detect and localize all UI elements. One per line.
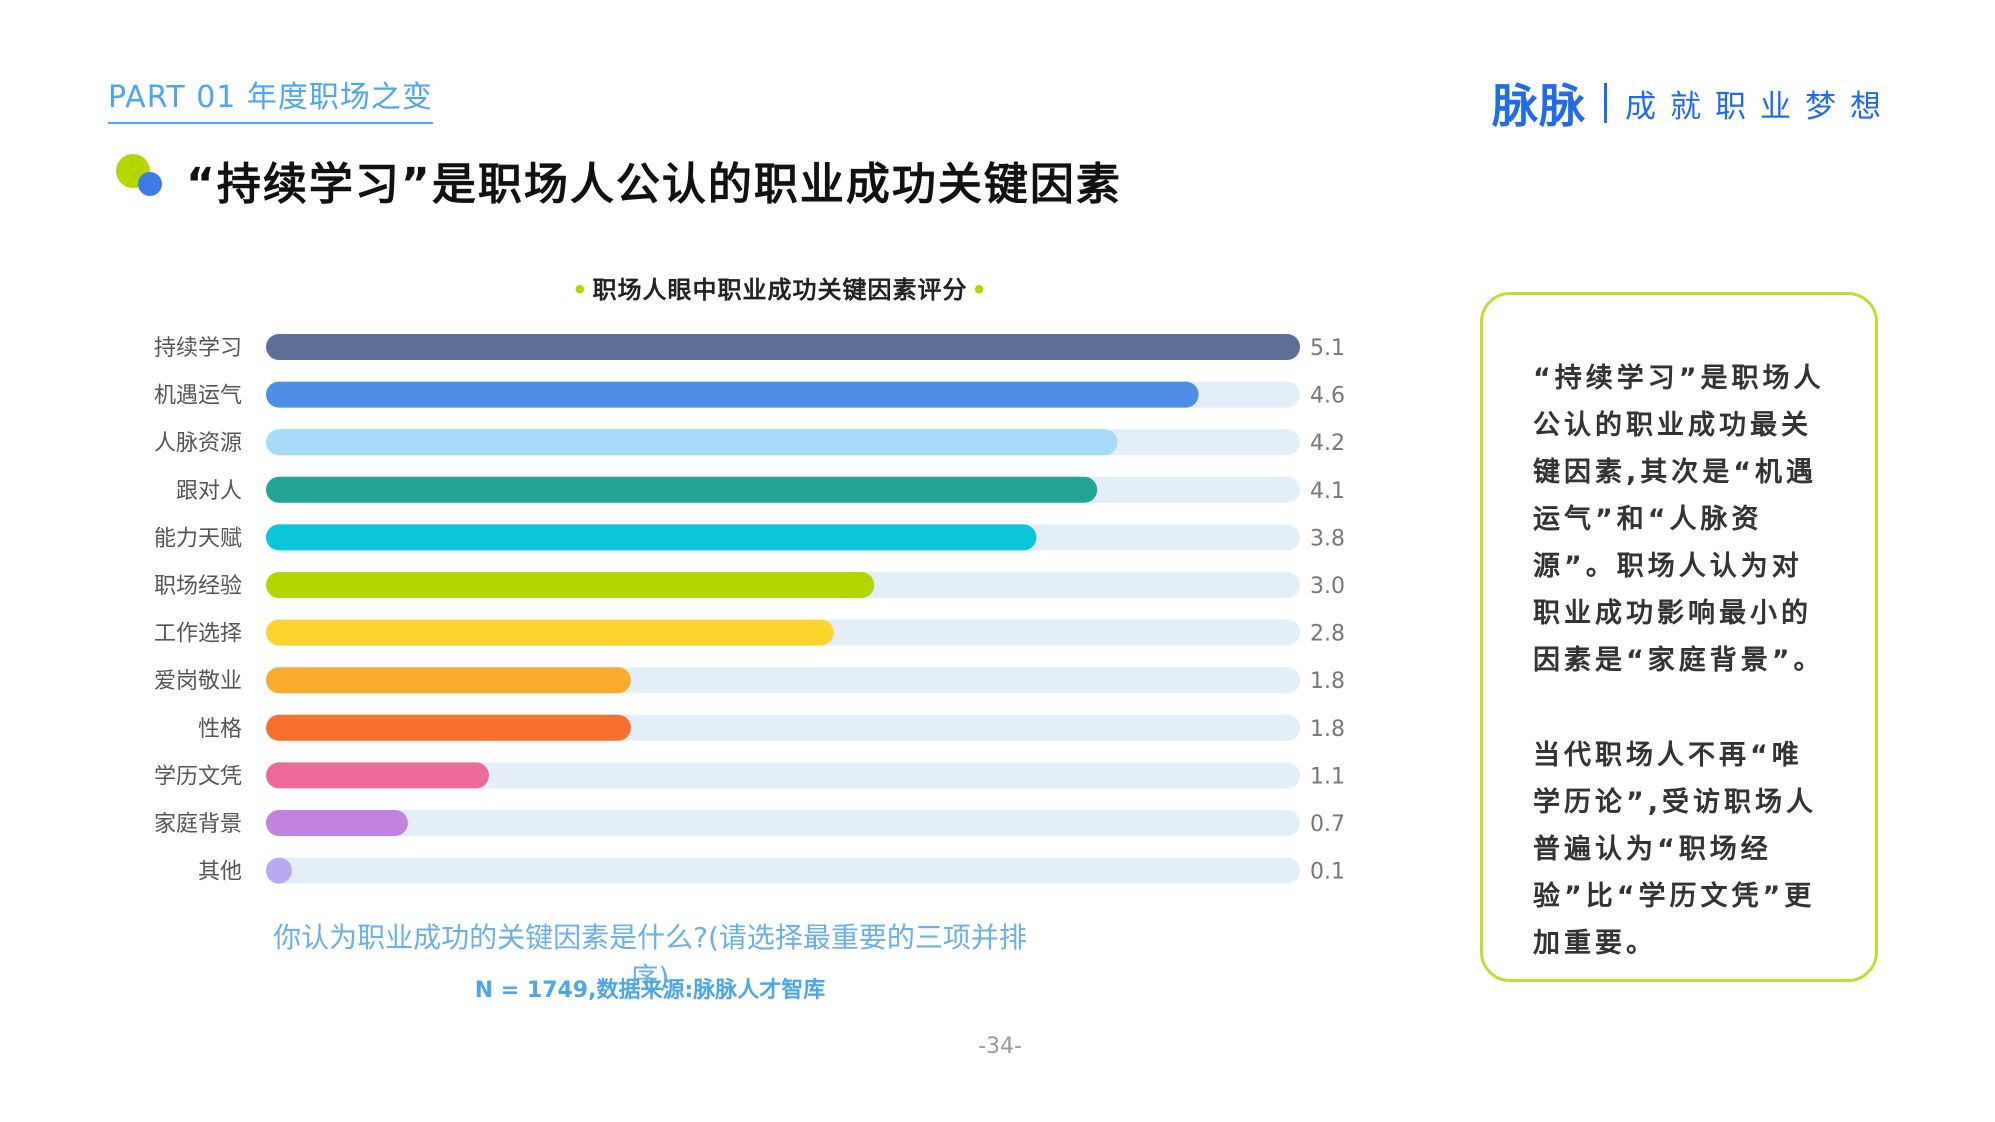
bar	[266, 334, 1300, 360]
value-label: 1.8	[1310, 717, 1345, 742]
data-source: N = 1749,数据来源:脉脉人才智库	[474, 978, 826, 1003]
brand-divider	[1604, 83, 1607, 123]
value-label: 2.8	[1310, 622, 1345, 647]
summary-paragraph-2: 当代职场人不再“唯学历论”,受访职场人普遍认为“职场经验”比“学历文凭”更加重要…	[1533, 740, 1818, 959]
category-label: 家庭背景	[154, 812, 242, 837]
value-label: 3.8	[1310, 526, 1345, 551]
value-label: 4.1	[1310, 479, 1345, 504]
value-label: 0.7	[1310, 812, 1345, 837]
value-label: 3.0	[1310, 574, 1345, 599]
bar	[266, 572, 875, 598]
category-label: 其他	[198, 860, 242, 885]
value-label: 1.1	[1310, 764, 1345, 789]
chart-title: • 职场人眼中职业成功关键因素评分 •	[550, 270, 1010, 305]
bar	[266, 429, 1118, 456]
summary-box: “持续学习”是职场人公认的职业成功最关键因素,其次是“机遇运气”和“人脉资源”。…	[1480, 292, 1878, 982]
bar	[266, 667, 631, 694]
category-label: 职场经验	[154, 574, 242, 599]
bar	[266, 857, 292, 884]
category-label: 机遇运气	[154, 384, 242, 409]
value-label: 0.1	[1310, 860, 1345, 885]
title-dots-icon	[116, 152, 172, 200]
value-label: 1.8	[1310, 669, 1345, 694]
summary-paragraph-1: “持续学习”是职场人公认的职业成功最关键因素,其次是“机遇运气”和“人脉资源”。…	[1533, 363, 1825, 676]
bar	[266, 762, 490, 789]
page-number: -34-	[978, 1034, 1022, 1059]
value-label: 4.6	[1310, 384, 1345, 409]
bar	[266, 810, 408, 836]
bar	[266, 619, 834, 646]
category-label: 跟对人	[176, 479, 242, 504]
section-label: PART 01 年度职场之变	[108, 72, 433, 124]
category-label: 学历文凭	[154, 764, 242, 789]
bar	[266, 476, 1098, 503]
chart-title-bullet-right: •	[971, 276, 988, 304]
bar-track	[266, 810, 1300, 836]
category-label: 爱岗敬业	[154, 669, 242, 694]
chart-title-text: 职场人眼中职业成功关键因素评分	[592, 276, 968, 304]
bar-track	[266, 762, 1300, 789]
survey-question: 你认为职业成功的关键因素是什么?(请选择最重要的三项并排序)	[273, 921, 1027, 994]
brand-logo: 脉脉	[1492, 79, 1586, 133]
bar-chart: 持续学习 5.1 机遇运气 4.6 人脉资源 4.2 跟对人 4.1 能力天赋 3.8 职场经验 3.…	[154, 334, 1345, 885]
bar-track	[266, 857, 1300, 884]
category-label: 工作选择	[154, 622, 242, 647]
blue-dot-icon	[138, 172, 162, 196]
brand: 脉脉 成就职业梦想	[1492, 70, 1895, 136]
value-label: 5.1	[1310, 336, 1345, 361]
page-title: “持续学习”是职场人公认的职业成功关键因素	[186, 159, 1122, 210]
category-label: 性格	[198, 717, 242, 742]
bar	[266, 524, 1037, 551]
value-label: 4.2	[1310, 431, 1345, 456]
bar	[266, 714, 631, 741]
category-label: 人脉资源	[154, 431, 242, 456]
category-label: 持续学习	[154, 336, 242, 361]
bar	[266, 381, 1199, 408]
brand-slogan: 成就职业梦想	[1625, 88, 1895, 125]
chart-title-bullet-left: •	[572, 276, 589, 304]
category-label: 能力天赋	[154, 526, 242, 551]
